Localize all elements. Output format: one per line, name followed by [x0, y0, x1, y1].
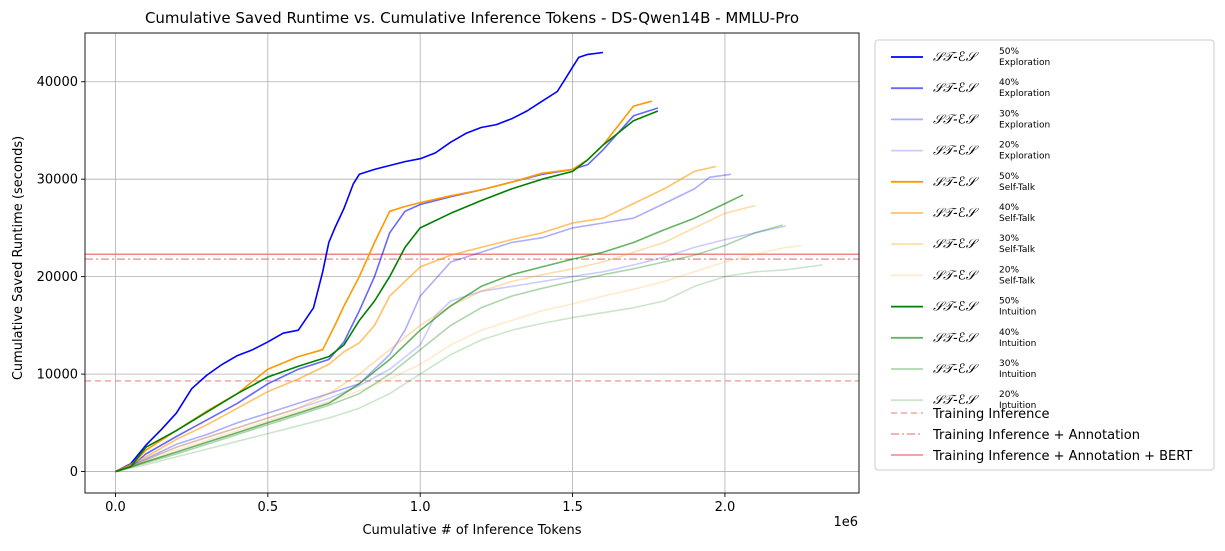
legend-entry-superscript: 30%	[999, 109, 1019, 119]
y-tick-label: 0	[70, 465, 78, 480]
legend-entry-label: 𝒮𝒯-ℰ𝒮	[933, 81, 980, 96]
legend-entry-label: 𝒮𝒯-ℰ𝒮	[933, 237, 980, 252]
legend-entry-label: Training Inference + Annotation	[932, 428, 1140, 443]
x-tick-label: 1.5	[562, 500, 583, 515]
legend-entry-subscript: Intuition	[999, 339, 1036, 349]
legend-entry-subscript: Exploration	[999, 120, 1050, 130]
x-axis-offset-label: 1e6	[833, 515, 858, 530]
legend-entry-superscript: 20%	[999, 141, 1019, 151]
legend-entry-subscript: Intuition	[999, 308, 1036, 318]
legend-entry-subscript: Self-Talk	[999, 183, 1036, 193]
legend-entry-superscript: 20%	[999, 390, 1019, 400]
legend-entry-subscript: Exploration	[999, 152, 1050, 162]
legend-entry-label: 𝒮𝒯-ℰ𝒮	[933, 144, 980, 159]
legend-entry-superscript: 30%	[999, 234, 1019, 244]
legend-entry-subscript: Exploration	[999, 89, 1050, 99]
legend-entry-label: 𝒮𝒯-ℰ𝒮	[933, 331, 980, 346]
legend-entry-superscript: 30%	[999, 359, 1019, 369]
chart-title: Cumulative Saved Runtime vs. Cumulative …	[145, 9, 799, 27]
legend-entry-superscript: 40%	[999, 78, 1019, 88]
legend-entry-label: 𝒮𝒯-ℰ𝒮	[933, 206, 980, 221]
series-line-st-es-40-self-talk	[115, 165, 716, 473]
legend-entry-superscript: 20%	[999, 265, 1019, 275]
series-line-st-es-30-intuition	[115, 224, 784, 473]
y-axis-label: Cumulative Saved Runtime (seconds)	[11, 136, 26, 380]
x-tick-label: 1.0	[410, 500, 431, 515]
series-line-st-es-30-exploration	[115, 173, 732, 473]
legend-entry-superscript: 50%	[999, 47, 1019, 57]
legend-entry-label: Training Inference	[932, 407, 1050, 422]
legend-entry-subscript: Exploration	[999, 58, 1050, 68]
legend-entry-label: 𝒮𝒯-ℰ𝒮	[933, 393, 980, 408]
x-tick-label: 0.5	[257, 500, 278, 515]
series-line-st-es-50-intuition	[115, 110, 659, 473]
x-tick-label: 0.0	[105, 500, 126, 515]
legend-entry-subscript: Self-Talk	[999, 276, 1036, 286]
legend-entry-label: 𝒮𝒯-ℰ𝒮	[933, 175, 980, 190]
series-line-st-es-20-intuition	[115, 264, 823, 473]
x-tick-label: 2.0	[715, 500, 736, 515]
legend-entry-subscript: Intuition	[999, 401, 1036, 411]
axis-layer: 0.0 0.5 1.0 1.5 2.0 0 10000 20000 30000 40000	[37, 32, 860, 515]
legend-entry-label: Training Inference + Annotation + BERT	[932, 449, 1192, 464]
legend-entry-label: 𝒮𝒯-ℰ𝒮	[933, 50, 980, 65]
series-line-st-es-50-self-talk	[115, 100, 653, 473]
series-line-st-es-30-self-talk	[115, 204, 756, 473]
legend-entry-subscript: Self-Talk	[999, 214, 1036, 224]
legend-entry-superscript: 40%	[999, 328, 1019, 338]
legend-box	[874, 39, 1215, 471]
y-tick-label: 20000	[37, 270, 78, 285]
legend-entry-superscript: 40%	[999, 203, 1019, 213]
y-tick-label: 30000	[37, 173, 78, 188]
x-axis-label: Cumulative # of Inference Tokens	[362, 523, 581, 538]
legend-entry-superscript: 50%	[999, 297, 1019, 307]
legend-entry-label: 𝒮𝒯-ℰ𝒮	[933, 362, 980, 377]
plot-frame	[84, 32, 860, 494]
series-line-st-es-20-self-talk	[115, 244, 802, 473]
series-layer	[115, 51, 823, 473]
legend-entry-subscript: Intuition	[999, 370, 1036, 380]
series-line-st-es-20-exploration	[115, 225, 787, 473]
legend-entry-subscript: Self-Talk	[999, 245, 1036, 255]
legend-entry-label: 𝒮𝒯-ℰ𝒮	[933, 112, 980, 127]
legend-entry-superscript: 50%	[999, 172, 1019, 182]
y-tick-label: 40000	[37, 75, 78, 90]
legend-entry-label: 𝒮𝒯-ℰ𝒮	[933, 268, 980, 283]
y-tick-label: 10000	[37, 368, 78, 383]
hline-layer	[85, 253, 859, 382]
series-line-st-es-50-exploration	[115, 51, 604, 473]
grid-layer	[85, 33, 859, 493]
series-line-st-es-40-intuition	[115, 194, 744, 473]
legend-entry-label: 𝒮𝒯-ℰ𝒮	[933, 300, 980, 315]
